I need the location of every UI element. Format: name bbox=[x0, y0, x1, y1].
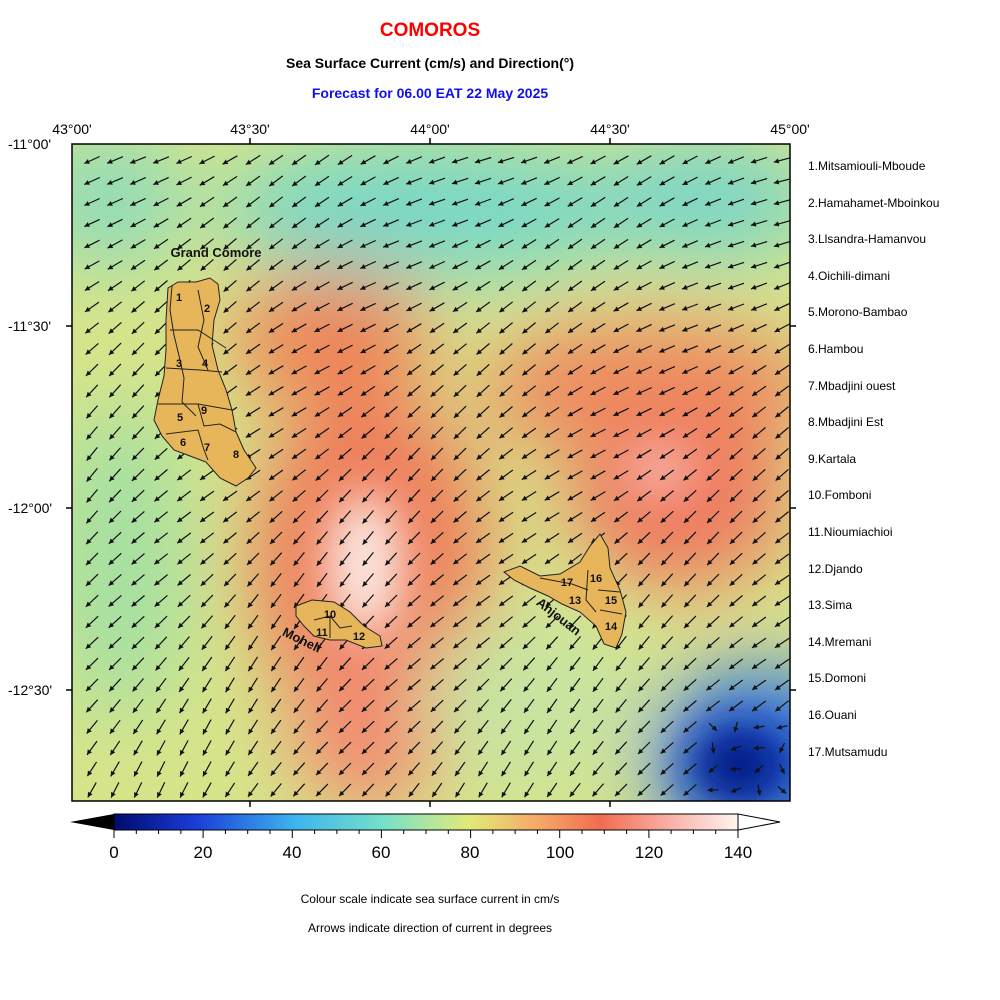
district-legend-item: 3.Llsandra-Hamanvou bbox=[808, 232, 927, 247]
district-legend-item: 17.Mutsamudu bbox=[808, 744, 888, 759]
district-number-8: 8 bbox=[233, 449, 239, 461]
district-legend-item: 10.Fomboni bbox=[808, 488, 872, 503]
lat-label-11-30: -11°30' bbox=[8, 318, 52, 334]
colorbar-tick-40: 40 bbox=[282, 843, 302, 862]
colorbar-tick-100: 100 bbox=[545, 843, 575, 862]
district-legend: 1.Mitsamiouli-Mboude 2.Hamahamet-Mboinko… bbox=[808, 158, 939, 780]
lon-label-44-30: 44°30' bbox=[590, 121, 630, 137]
forecast-time: Forecast for 06.00 EAT 22 May 2025 bbox=[311, 85, 549, 101]
colour-scale-note: Colour scale indicate sea surface curren… bbox=[300, 892, 560, 906]
district-number-5: 5 bbox=[177, 412, 183, 424]
colorbar-tick-20: 20 bbox=[193, 843, 213, 862]
district-number-7: 7 bbox=[204, 442, 210, 454]
colorbar-tick-0: 0 bbox=[109, 843, 119, 862]
map-subtitle: Sea Surface Current (cm/s) and Direction… bbox=[286, 55, 574, 71]
district-number-4: 4 bbox=[202, 358, 209, 370]
moheli-island bbox=[295, 599, 383, 649]
district-legend-item: 4.Oichili-dimani bbox=[808, 268, 891, 283]
grand-comore-island bbox=[153, 277, 257, 487]
lon-label-43-00: 43°00' bbox=[52, 121, 92, 137]
map-title: COMOROS bbox=[379, 20, 481, 41]
district-legend-item: 14.Mremani bbox=[808, 634, 872, 649]
district-number-11: 11 bbox=[316, 627, 328, 639]
anjouan-island bbox=[503, 533, 627, 649]
colorbar-high-triangle bbox=[737, 813, 781, 831]
district-number-13: 13 bbox=[569, 595, 581, 607]
colorbar-tick-140: 140 bbox=[723, 843, 753, 862]
district-number-9: 9 bbox=[201, 405, 207, 417]
lat-label-12-30: -12°30' bbox=[8, 682, 53, 698]
district-number-1: 1 bbox=[176, 292, 182, 304]
district-legend-item: 7.Mbadjini ouest bbox=[808, 378, 896, 393]
district-legend-item: 13.Sima bbox=[808, 598, 853, 613]
map-frame bbox=[71, 143, 791, 802]
district-legend-item: 5.Morono-Bambao bbox=[808, 305, 908, 320]
arrow-direction-note: Arrows indicate direction of current in … bbox=[307, 921, 553, 935]
district-number-16: 16 bbox=[590, 573, 602, 585]
district-number-12: 12 bbox=[353, 631, 365, 643]
district-legend-item: 9.Kartala bbox=[808, 451, 857, 466]
island-label-grand-comore: Grand Comore bbox=[170, 245, 261, 260]
district-legend-item: 16.Ouani bbox=[808, 707, 857, 722]
lat-label-12-00: -12°00' bbox=[8, 500, 53, 516]
district-legend-item: 15.Domoni bbox=[808, 671, 867, 686]
district-number-17: 17 bbox=[561, 577, 573, 589]
district-legend-item: 2.Hamahamet-Mboinkou bbox=[808, 195, 940, 210]
district-number-3: 3 bbox=[176, 358, 182, 370]
district-legend-item: 12.Djando bbox=[808, 561, 863, 576]
colorbar bbox=[70, 813, 781, 838]
district-number-14: 14 bbox=[605, 621, 618, 633]
colorbar-tick-60: 60 bbox=[371, 843, 391, 862]
colorbar-tick-120: 120 bbox=[634, 843, 664, 862]
colorbar-low-triangle bbox=[70, 814, 114, 830]
district-legend-item: 6.Hambou bbox=[808, 341, 864, 356]
district-number-10: 10 bbox=[324, 609, 336, 621]
district-number-15: 15 bbox=[605, 595, 617, 607]
district-legend-item: 1.Mitsamiouli-Mboude bbox=[808, 159, 926, 173]
colorbar-tick-80: 80 bbox=[460, 843, 480, 862]
district-legend-item: 11.Nioumiachioi bbox=[808, 524, 893, 539]
lon-label-45-00: 45°00' bbox=[770, 121, 810, 137]
lat-label-11-00: -11°00' bbox=[8, 136, 52, 152]
colorbar-gradient bbox=[113, 813, 739, 831]
district-legend-item: 8.Mbadjini Est bbox=[808, 415, 884, 430]
lon-label-44-00: 44°00' bbox=[410, 121, 450, 137]
lon-label-43-30: 43°30' bbox=[230, 121, 270, 137]
current-speed-field bbox=[72, 144, 790, 801]
district-number-6: 6 bbox=[180, 437, 186, 449]
district-number-2: 2 bbox=[204, 303, 210, 315]
